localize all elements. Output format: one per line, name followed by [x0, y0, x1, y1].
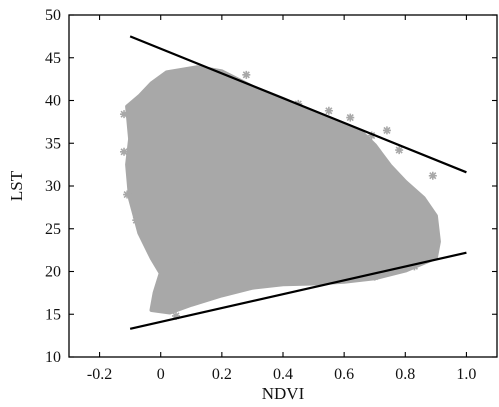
x-axis-label: NDVI: [262, 384, 305, 403]
x-tick-label: 0.6: [334, 366, 354, 383]
y-axis-label: LST: [7, 170, 26, 201]
scatter-point: [233, 262, 242, 271]
scatter-point: [242, 70, 251, 79]
x-tick-label: 0.8: [395, 366, 415, 383]
scatter-point: [382, 126, 391, 135]
scatter-point: [120, 110, 129, 119]
x-tick-label: -0.2: [87, 366, 112, 383]
ticks-layer: -0.2 0 0.2 0.4 0.6 0.8 1.0 10 15 20 25 30 35 40 45 50: [45, 7, 497, 383]
y-tick-label: 35: [45, 135, 61, 152]
scatter-point: [294, 257, 303, 266]
scatter-point: [410, 262, 419, 271]
dry-edge-line: [129, 35, 467, 174]
wet-edge-line: [129, 251, 467, 330]
y-tick-label: 15: [45, 306, 61, 323]
scatter-point: [193, 260, 202, 269]
x-tick-label: 0.4: [273, 366, 293, 383]
scatter-point: [324, 268, 333, 277]
points-layer: [120, 65, 441, 320]
x-tick-label: 0: [157, 366, 165, 383]
scatter-point: [395, 146, 404, 155]
scatter-point: [346, 113, 355, 122]
scatter-point: [324, 106, 333, 115]
scatter-point: [172, 311, 180, 320]
scatter-point: [367, 131, 376, 140]
scatter-point: [370, 272, 379, 281]
scatter-point: [428, 171, 437, 180]
y-tick-label: 20: [45, 264, 61, 281]
scatter-point: [120, 147, 129, 156]
scatter-point: [123, 190, 132, 199]
y-tick-label: 40: [45, 93, 61, 110]
y-tick-label: 30: [45, 178, 61, 195]
y-tick-label: 50: [45, 7, 61, 24]
y-tick-label: 10: [45, 349, 61, 366]
scatter-point: [260, 258, 269, 267]
y-tick-label: 45: [45, 50, 61, 67]
x-tick-label: 0.2: [212, 366, 232, 383]
scatter-point: [132, 216, 141, 225]
edges-layer: [129, 35, 467, 330]
y-tick-label: 25: [45, 221, 61, 238]
x-tick-label: 1.0: [456, 366, 476, 383]
